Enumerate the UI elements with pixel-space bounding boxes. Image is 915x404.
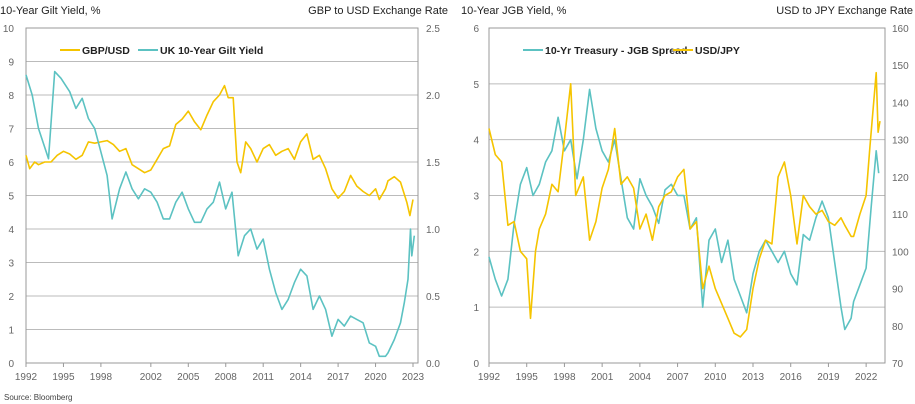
y-left-tick-label: 0 — [473, 359, 479, 370]
y-left-tick-label: 1 — [473, 303, 479, 314]
y-right-tick-label: 100 — [892, 247, 909, 258]
right-axis-title: USD to JPY Exchange Rate — [776, 5, 913, 17]
x-tick-label: 2002 — [140, 372, 163, 383]
x-tick-label: 2014 — [290, 372, 313, 383]
series-line-usd-jpy — [488, 71, 881, 338]
y-left-tick-label: 4 — [473, 136, 479, 147]
x-tick-label: 2011 — [252, 372, 274, 383]
x-tick-label: 2019 — [817, 372, 840, 383]
x-tick-label: 2008 — [215, 372, 238, 383]
x-tick-label: 1992 — [15, 372, 38, 383]
y-left-tick-label: 4 — [8, 225, 14, 236]
y-left-tick-label: 8 — [8, 91, 14, 102]
series-line-10-yr-treasury-jgb-spread — [488, 88, 880, 331]
y-right-tick-label: 80 — [892, 322, 904, 333]
y-left-tick-label: 6 — [473, 24, 479, 35]
y-left-tick-label: 2 — [473, 247, 479, 258]
y-left-tick-label: 5 — [8, 192, 14, 203]
plot-frame — [488, 27, 886, 364]
left-axis-title: 10-Year JGB Yield, % — [461, 5, 567, 17]
x-tick-label: 2022 — [855, 372, 878, 383]
series-line-uk-10-year-gilt-yield — [25, 70, 416, 358]
y-right-tick-label: 110 — [892, 210, 908, 221]
x-tick-label: 1998 — [90, 372, 113, 383]
x-tick-label: 1998 — [553, 372, 576, 383]
y-right-tick-label: 120 — [892, 173, 909, 184]
y-left-tick-label: 1 — [8, 326, 14, 337]
x-tick-label: 2010 — [704, 372, 727, 383]
y-left-tick-label: 6 — [8, 158, 14, 169]
y-left-tick-label: 0 — [8, 359, 14, 370]
x-tick-label: 1992 — [478, 372, 501, 383]
y-right-tick-label: 1.5 — [426, 158, 440, 169]
x-tick-label: 1995 — [516, 372, 539, 383]
x-tick-label: 1995 — [52, 372, 75, 383]
y-right-tick-label: 130 — [892, 136, 909, 147]
y-right-tick-label: 1.0 — [426, 225, 440, 236]
right-axis-title: GBP to USD Exchange Rate — [308, 5, 448, 17]
y-right-tick-label: 2.5 — [426, 24, 440, 35]
legend-label: UK 10-Year Gilt Yield — [160, 45, 263, 57]
y-left-tick-label: 7 — [8, 125, 14, 136]
x-tick-label: 2016 — [780, 372, 803, 383]
x-tick-label: 2001 — [591, 372, 614, 383]
y-right-tick-label: 160 — [892, 24, 909, 35]
legend-label: GBP/USD — [82, 45, 130, 57]
x-tick-label: 2023 — [402, 372, 425, 383]
series-line-gbp-usd — [25, 84, 414, 217]
x-tick-label: 2007 — [666, 372, 689, 383]
x-tick-label: 2013 — [742, 372, 765, 383]
y-left-tick-label: 5 — [473, 80, 479, 91]
x-tick-label: 2020 — [364, 372, 387, 383]
y-left-tick-label: 3 — [473, 192, 479, 203]
y-right-tick-label: 150 — [892, 61, 909, 72]
x-tick-label: 2004 — [629, 372, 652, 383]
y-right-tick-label: 70 — [892, 359, 904, 370]
y-left-tick-label: 10 — [3, 24, 15, 35]
y-right-tick-label: 2.0 — [426, 91, 440, 102]
left-axis-title: 10-Year Gilt Yield, % — [0, 5, 101, 17]
plot-frame — [25, 27, 419, 364]
source-note: Source: Bloomberg — [4, 393, 72, 402]
y-left-tick-label: 9 — [8, 58, 14, 69]
y-right-tick-label: 0.0 — [426, 359, 440, 370]
x-tick-label: 2017 — [327, 372, 350, 383]
y-left-tick-label: 3 — [8, 259, 14, 270]
y-right-tick-label: 0.5 — [426, 292, 440, 303]
y-right-tick-label: 140 — [892, 98, 909, 109]
y-left-tick-label: 2 — [8, 292, 14, 303]
x-tick-label: 2005 — [177, 372, 200, 383]
y-right-tick-label: 90 — [892, 285, 904, 296]
legend-label: USD/JPY — [695, 45, 740, 57]
legend-label: 10-Yr Treasury - JGB Spread — [545, 45, 687, 57]
